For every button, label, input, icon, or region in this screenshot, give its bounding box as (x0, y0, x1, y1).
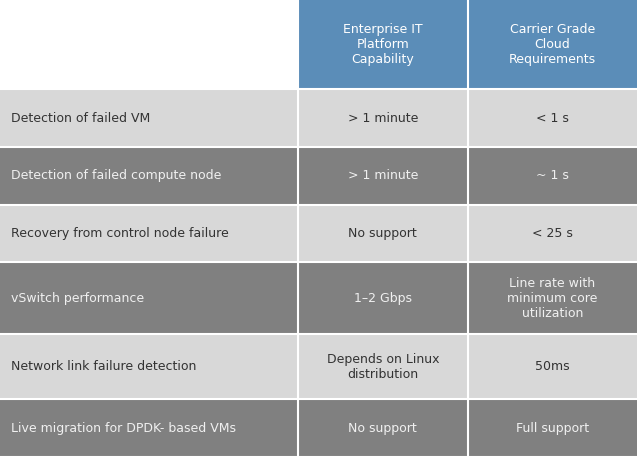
Text: Line rate with
minimum core
utilization: Line rate with minimum core utilization (507, 277, 598, 320)
Bar (0, 90, 298, 147)
Text: Enterprise IT
Platform
Capability: Enterprise IT Platform Capability (343, 23, 423, 66)
Text: 50ms: 50ms (535, 361, 569, 373)
Text: ~ 1 s: ~ 1 s (536, 170, 569, 182)
Bar (0, 205, 298, 262)
Text: > 1 minute: > 1 minute (348, 170, 418, 182)
Bar (298, 335, 468, 399)
Text: Detection of failed VM: Detection of failed VM (11, 112, 151, 125)
Text: 1–2 Gbps: 1–2 Gbps (354, 292, 412, 305)
Bar (298, 0, 468, 90)
Bar (0, 335, 298, 399)
Text: < 25 s: < 25 s (532, 227, 573, 240)
Text: Full support: Full support (516, 422, 589, 435)
Bar (0, 399, 298, 457)
Bar (298, 205, 468, 262)
Text: Live migration for DPDK- based VMs: Live migration for DPDK- based VMs (11, 422, 236, 435)
Bar (298, 90, 468, 147)
Text: No support: No support (348, 422, 417, 435)
Bar (298, 147, 468, 205)
Text: Recovery from control node failure: Recovery from control node failure (11, 227, 229, 240)
Bar (468, 147, 637, 205)
Bar (298, 399, 468, 457)
Bar (468, 335, 637, 399)
Text: Depends on Linux
distribution: Depends on Linux distribution (327, 353, 439, 381)
Bar (0, 147, 298, 205)
Bar (468, 205, 637, 262)
Text: Network link failure detection: Network link failure detection (11, 361, 197, 373)
Bar (0, 262, 298, 335)
Bar (468, 0, 637, 90)
Text: > 1 minute: > 1 minute (348, 112, 418, 125)
Bar (0, 0, 298, 90)
Bar (468, 399, 637, 457)
Text: Carrier Grade
Cloud
Requirements: Carrier Grade Cloud Requirements (509, 23, 596, 66)
Text: vSwitch performance: vSwitch performance (11, 292, 145, 305)
Bar (468, 90, 637, 147)
Text: < 1 s: < 1 s (536, 112, 569, 125)
Bar (468, 262, 637, 335)
Bar (298, 262, 468, 335)
Text: No support: No support (348, 227, 417, 240)
Text: Detection of failed compute node: Detection of failed compute node (11, 170, 222, 182)
